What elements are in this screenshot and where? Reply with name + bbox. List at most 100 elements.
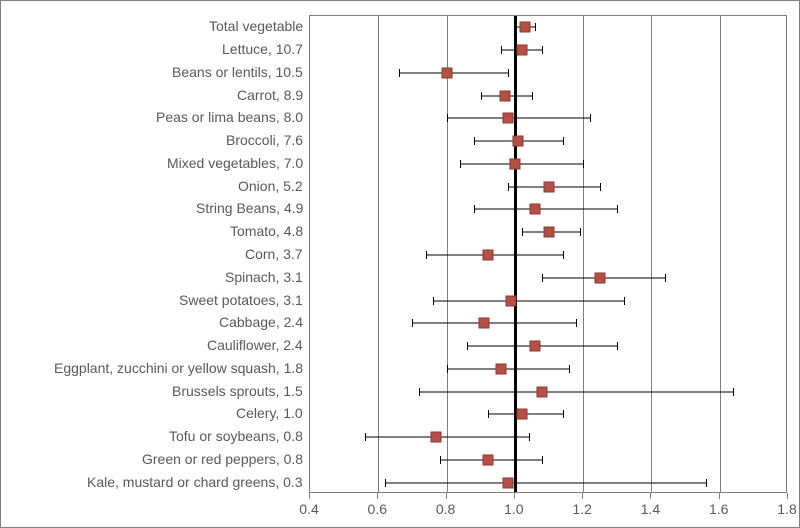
error-cap <box>665 274 666 282</box>
error-cap <box>522 228 523 236</box>
error-cap <box>474 137 475 145</box>
tick-mark <box>719 493 720 499</box>
error-cap <box>600 183 601 191</box>
error-cap <box>583 160 584 168</box>
category-label: Onion, 5.2 <box>238 178 303 194</box>
x-tick-label: 0.8 <box>436 501 455 517</box>
category-label: Mixed vegetables, 7.0 <box>167 155 303 171</box>
gridline <box>583 16 584 492</box>
x-tick-label: 1.4 <box>641 501 660 517</box>
point-marker <box>516 409 527 420</box>
point-marker <box>441 67 452 78</box>
category-label: Kale, mustard or chard greens, 0.3 <box>87 474 303 490</box>
category-label: Tomato, 4.8 <box>230 223 303 239</box>
error-cap <box>488 410 489 418</box>
point-marker <box>513 136 524 147</box>
error-cap <box>563 137 564 145</box>
point-marker <box>503 477 514 488</box>
error-cap <box>447 365 448 373</box>
error-cap <box>576 319 577 327</box>
point-marker <box>530 204 541 215</box>
point-marker <box>496 363 507 374</box>
tick-mark <box>787 493 788 499</box>
category-label: Spinach, 3.1 <box>225 269 303 285</box>
tick-mark <box>582 493 583 499</box>
x-tick-label: 1.8 <box>777 501 796 517</box>
error-cap <box>569 365 570 373</box>
error-cap <box>508 183 509 191</box>
x-tick-label: 1.6 <box>709 501 728 517</box>
error-cap <box>412 319 413 327</box>
error-cap <box>542 46 543 54</box>
error-cap <box>419 388 420 396</box>
category-label: Celery, 1.0 <box>236 405 303 421</box>
error-bar <box>399 72 508 73</box>
point-marker <box>431 432 442 443</box>
category-label: Sweet potatoes, 3.1 <box>179 292 303 308</box>
error-cap <box>563 251 564 259</box>
error-cap <box>542 456 543 464</box>
category-label: Cabbage, 2.4 <box>219 314 303 330</box>
error-cap <box>733 388 734 396</box>
error-cap <box>532 92 533 100</box>
forest-plot: 0.40.60.81.01.21.41.61.8Total vegetableL… <box>0 0 800 528</box>
category-label: Beans or lentils, 10.5 <box>172 64 303 80</box>
error-cap <box>426 251 427 259</box>
x-tick-label: 0.4 <box>299 501 318 517</box>
error-cap <box>399 69 400 77</box>
error-bar <box>433 300 624 301</box>
error-cap <box>508 69 509 77</box>
point-marker <box>482 454 493 465</box>
point-marker <box>520 22 531 33</box>
point-marker <box>506 295 517 306</box>
error-cap <box>617 342 618 350</box>
error-bar <box>426 255 563 256</box>
error-cap <box>542 274 543 282</box>
gridline <box>378 16 379 492</box>
error-bar <box>419 391 733 392</box>
error-cap <box>529 433 530 441</box>
tick-mark <box>446 493 447 499</box>
x-tick-label: 0.6 <box>368 501 387 517</box>
point-marker <box>595 272 606 283</box>
error-cap <box>580 228 581 236</box>
error-cap <box>563 410 564 418</box>
category-label: Lettuce, 10.7 <box>222 41 303 57</box>
tick-mark <box>309 493 310 499</box>
error-cap <box>460 160 461 168</box>
category-label: Eggplant, zucchini or yellow squash, 1.8 <box>54 360 303 376</box>
error-cap <box>501 46 502 54</box>
point-marker <box>530 341 541 352</box>
category-label: Brussels sprouts, 1.5 <box>172 383 303 399</box>
error-bar <box>447 118 590 119</box>
plot-area <box>309 15 787 493</box>
error-cap <box>474 205 475 213</box>
point-marker <box>544 181 555 192</box>
error-cap <box>447 114 448 122</box>
point-marker <box>544 227 555 238</box>
point-marker <box>499 90 510 101</box>
point-marker <box>516 45 527 56</box>
point-marker <box>537 386 548 397</box>
error-cap <box>433 297 434 305</box>
category-label: Cauliflower, 2.4 <box>207 337 303 353</box>
category-label: Tofu or soybeans, 0.8 <box>169 428 303 444</box>
category-label: Corn, 3.7 <box>245 246 303 262</box>
error-bar <box>467 346 617 347</box>
gridline <box>720 16 721 492</box>
category-label: String Beans, 4.9 <box>196 200 303 216</box>
error-bar <box>474 209 617 210</box>
x-tick-label: 1.0 <box>504 501 523 517</box>
point-marker <box>482 250 493 261</box>
error-cap <box>706 479 707 487</box>
error-cap <box>624 297 625 305</box>
error-cap <box>590 114 591 122</box>
x-tick-label: 1.2 <box>572 501 591 517</box>
category-label: Carrot, 8.9 <box>237 87 303 103</box>
error-bar <box>460 163 583 164</box>
error-bar <box>365 437 529 438</box>
error-bar <box>385 482 706 483</box>
error-cap <box>535 23 536 31</box>
error-bar <box>447 368 570 369</box>
tick-mark <box>377 493 378 499</box>
